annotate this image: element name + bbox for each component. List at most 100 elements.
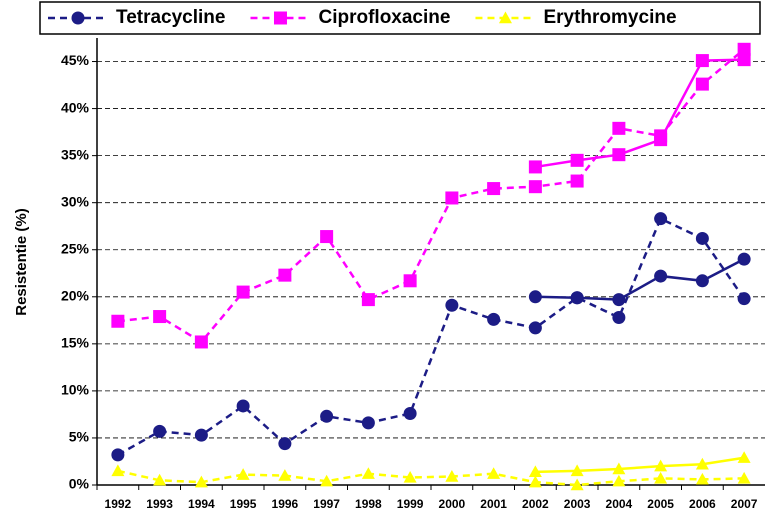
y-tick-label: 5% bbox=[69, 429, 90, 445]
y-tick-label: 25% bbox=[61, 240, 90, 256]
x-tick-label: 1995 bbox=[230, 497, 257, 511]
data-point bbox=[445, 191, 459, 205]
y-tick-label: 15% bbox=[61, 335, 90, 351]
data-point bbox=[194, 475, 208, 488]
data-point bbox=[528, 475, 542, 488]
x-tick-label: 2005 bbox=[647, 497, 674, 511]
data-point bbox=[612, 121, 626, 135]
data-point bbox=[403, 274, 417, 288]
data-point bbox=[570, 464, 584, 477]
legend-label: Ciprofloxacine bbox=[318, 7, 450, 28]
data-point bbox=[320, 409, 334, 423]
data-point bbox=[236, 285, 250, 299]
data-point bbox=[737, 42, 751, 56]
x-tick-label: 2000 bbox=[439, 497, 466, 511]
data-point bbox=[695, 231, 709, 245]
y-tick-label: 20% bbox=[61, 287, 90, 303]
data-point bbox=[361, 467, 375, 479]
data-point bbox=[153, 310, 167, 324]
data-point bbox=[570, 291, 584, 305]
y-tick-label: 40% bbox=[61, 99, 90, 115]
data-point bbox=[737, 292, 751, 306]
data-point bbox=[737, 471, 751, 484]
x-tick-label: 2003 bbox=[564, 497, 591, 511]
data-point bbox=[570, 153, 584, 167]
legend-marker bbox=[498, 11, 512, 24]
x-tick-label: 2006 bbox=[689, 497, 716, 511]
data-point bbox=[236, 468, 250, 480]
data-point bbox=[612, 148, 626, 162]
data-point bbox=[570, 478, 584, 491]
x-tick-label: 1993 bbox=[146, 497, 173, 511]
data-point bbox=[695, 457, 709, 470]
legend-label: Tetracycline bbox=[116, 7, 225, 28]
series-line bbox=[117, 48, 745, 344]
series-line bbox=[535, 58, 745, 169]
data-point bbox=[654, 459, 668, 472]
y-tick-label: 10% bbox=[61, 382, 90, 398]
data-point bbox=[654, 269, 668, 283]
legend-marker bbox=[71, 11, 85, 25]
x-tick-label: 1994 bbox=[188, 497, 215, 511]
data-point bbox=[612, 462, 626, 475]
data-point bbox=[111, 448, 125, 462]
data-point bbox=[403, 470, 417, 483]
data-point bbox=[361, 293, 375, 307]
x-tick-label: 1997 bbox=[313, 497, 340, 511]
y-axis-label: Resistentie (%) bbox=[13, 208, 30, 316]
legend-marker bbox=[273, 11, 287, 25]
series-line bbox=[535, 456, 745, 474]
legend-box bbox=[39, 1, 761, 35]
data-point bbox=[654, 133, 668, 147]
y-tick-label: 0% bbox=[69, 476, 90, 492]
data-point bbox=[528, 465, 542, 478]
legend-label: Erythromycine bbox=[543, 7, 676, 28]
x-tick-label: 2007 bbox=[731, 497, 758, 511]
data-point bbox=[445, 298, 459, 312]
data-point bbox=[445, 470, 459, 482]
series-line bbox=[117, 216, 746, 456]
data-point bbox=[153, 473, 167, 486]
x-tick-label: 2001 bbox=[480, 497, 507, 511]
data-point bbox=[361, 416, 375, 430]
y-tick-label: 45% bbox=[61, 52, 90, 68]
data-point bbox=[737, 252, 751, 266]
x-tick-label: 1992 bbox=[105, 497, 132, 511]
data-point bbox=[487, 467, 501, 479]
data-point bbox=[487, 312, 501, 326]
data-point bbox=[737, 53, 751, 67]
series-line bbox=[535, 258, 745, 301]
x-tick-label: 2004 bbox=[606, 497, 633, 511]
data-point bbox=[153, 424, 167, 438]
series-line bbox=[117, 469, 745, 487]
data-point bbox=[111, 314, 125, 328]
data-point bbox=[695, 274, 709, 288]
data-point bbox=[403, 406, 417, 420]
data-point bbox=[278, 268, 292, 282]
data-point bbox=[528, 290, 542, 304]
data-point bbox=[487, 182, 501, 196]
data-point bbox=[320, 230, 334, 244]
x-tick-label: 1999 bbox=[397, 497, 424, 511]
data-point bbox=[278, 437, 292, 451]
data-point bbox=[320, 474, 334, 487]
data-point bbox=[654, 212, 668, 226]
data-point bbox=[612, 293, 626, 307]
data-point bbox=[695, 472, 709, 485]
data-point bbox=[111, 464, 125, 477]
x-tick-label: 2002 bbox=[522, 497, 549, 511]
data-point bbox=[612, 474, 626, 487]
data-point bbox=[570, 174, 584, 188]
data-point bbox=[612, 310, 626, 324]
data-point bbox=[695, 54, 709, 68]
data-point bbox=[236, 399, 250, 413]
data-point bbox=[695, 77, 709, 91]
x-tick-label: 1998 bbox=[355, 497, 382, 511]
data-point bbox=[737, 451, 751, 463]
data-point bbox=[528, 321, 542, 335]
data-point bbox=[278, 469, 292, 481]
y-tick-label: 30% bbox=[61, 193, 90, 209]
y-tick-label: 35% bbox=[61, 146, 90, 162]
